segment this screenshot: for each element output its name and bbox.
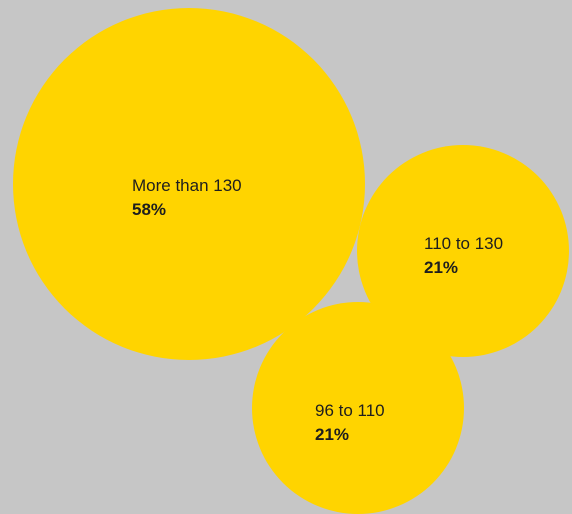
bubble-more-than-130: More than 130 58%: [13, 8, 365, 360]
bubble-110-to-130: 110 to 130 21%: [357, 145, 569, 357]
bubble-circle: [13, 8, 365, 360]
bubble-circle: [357, 145, 569, 357]
bubble-category-label: 96 to 110: [315, 401, 385, 420]
bubble-category-label: More than 130: [132, 176, 242, 195]
bubble-96-to-110: 96 to 110 21%: [252, 302, 464, 514]
bubble-percent-label: 58%: [132, 200, 166, 219]
bubble-percent-label: 21%: [424, 258, 458, 277]
bubble-category-label: 110 to 130: [424, 234, 503, 253]
bubble-circle: [252, 302, 464, 514]
bubble-percent-label: 21%: [315, 425, 349, 444]
